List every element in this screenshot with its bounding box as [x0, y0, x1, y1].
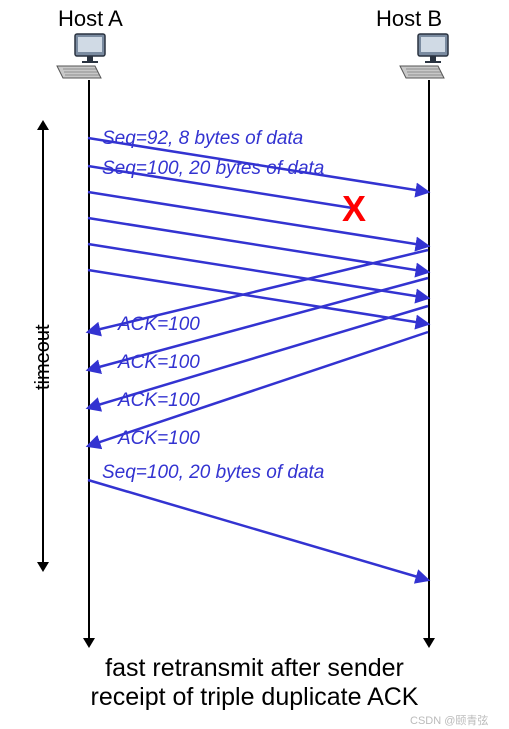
packet-loss-x: X	[342, 188, 366, 230]
message-label: Seq=100, 20 bytes of data	[102, 158, 324, 180]
host-a-label: Host A	[58, 6, 123, 32]
host-b-computer-icon	[398, 32, 456, 85]
message-label: ACK=100	[118, 352, 200, 374]
host-a-computer-icon	[55, 32, 113, 85]
watermark: CSDN @颐青弦	[410, 712, 488, 728]
message-label: ACK=100	[118, 390, 200, 412]
diagram-caption: fast retransmit after sender receipt of …	[0, 654, 509, 712]
message-arrows	[0, 0, 509, 729]
message-label: ACK=100	[118, 428, 200, 450]
host-b-label: Host B	[376, 6, 442, 32]
host-a-timeline	[88, 80, 90, 638]
caption-line2: receipt of triple duplicate ACK	[91, 683, 419, 711]
caption-line1: fast retransmit after sender	[105, 654, 404, 682]
host-b-timeline	[428, 80, 430, 638]
timeout-label: timeout	[32, 324, 55, 390]
message-label: Seq=92, 8 bytes of data	[102, 128, 303, 150]
message-label: Seq=100, 20 bytes of data	[102, 462, 324, 484]
message-label: ACK=100	[118, 314, 200, 336]
